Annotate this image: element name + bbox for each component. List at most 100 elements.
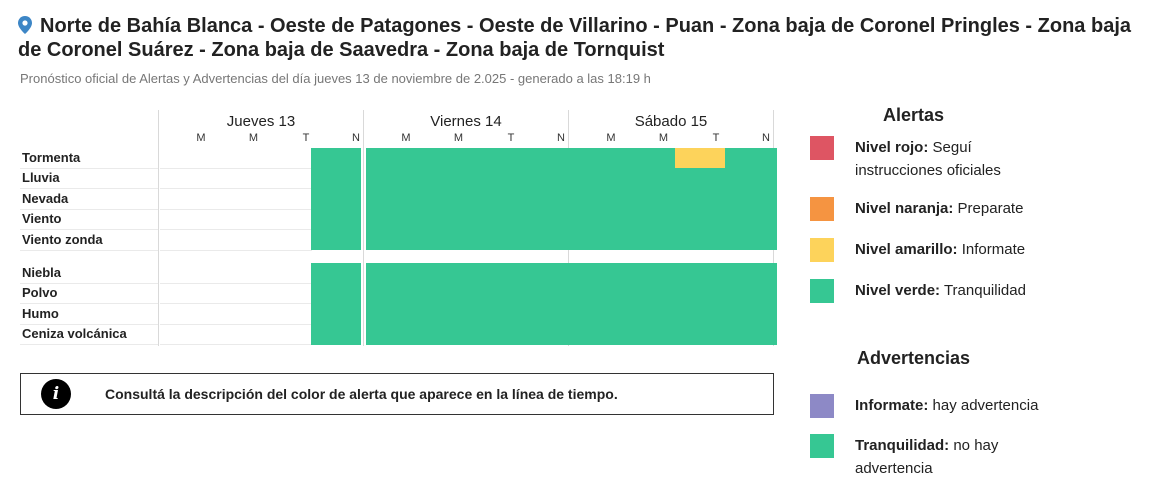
alert-cell[interactable] <box>311 303 361 325</box>
alert-cell[interactable] <box>675 209 725 230</box>
alert-cell[interactable] <box>571 283 620 304</box>
alert-cell[interactable] <box>520 229 572 251</box>
alert-cell[interactable] <box>725 263 777 284</box>
alert-cell[interactable] <box>620 148 675 169</box>
alert-cell[interactable] <box>520 324 572 345</box>
row-divider <box>20 167 158 169</box>
legend-level-name: Nivel verde: <box>855 282 941 299</box>
row-divider <box>160 229 312 231</box>
row-divider <box>20 303 158 305</box>
alert-cell[interactable] <box>675 148 725 169</box>
alert-cell[interactable] <box>571 168 620 189</box>
legend-text: Nivel rojo: Seguí instrucciones oficiale… <box>855 136 1055 182</box>
alert-cell[interactable] <box>675 229 725 251</box>
alert-cell[interactable] <box>470 283 520 304</box>
alert-cell[interactable] <box>311 324 361 345</box>
alert-cell[interactable] <box>725 303 777 325</box>
alert-cell[interactable] <box>675 188 725 210</box>
alert-cell[interactable] <box>415 148 470 169</box>
row-label: Viento zonda <box>22 231 103 247</box>
alert-cell[interactable] <box>366 229 415 251</box>
alert-cell[interactable] <box>470 188 520 210</box>
alert-cell[interactable] <box>571 209 620 230</box>
alert-cell[interactable] <box>366 148 415 169</box>
alert-cell[interactable] <box>470 324 520 345</box>
alert-cell[interactable] <box>620 283 675 304</box>
legend-alertas-title: Alertas <box>883 105 945 125</box>
alert-cell[interactable] <box>470 263 520 284</box>
alert-cell[interactable] <box>311 283 361 304</box>
alert-cell[interactable] <box>571 148 620 169</box>
row-divider <box>160 303 312 305</box>
alert-cell[interactable] <box>725 283 777 304</box>
alert-cell[interactable] <box>470 229 520 251</box>
alert-cell[interactable] <box>311 168 361 189</box>
alert-cell[interactable] <box>415 324 470 345</box>
alert-cell[interactable] <box>725 229 777 251</box>
alert-cell[interactable] <box>620 263 675 284</box>
alert-cell[interactable] <box>415 303 470 325</box>
alert-cell[interactable] <box>415 188 470 210</box>
alert-cell[interactable] <box>366 324 415 345</box>
alert-cell[interactable] <box>470 209 520 230</box>
page-title-text: Norte de Bahía Blanca - Oeste de Patagon… <box>18 15 1131 61</box>
alert-cell[interactable] <box>571 263 620 284</box>
alert-cell[interactable] <box>571 303 620 325</box>
alert-cell[interactable] <box>311 263 361 284</box>
alert-cell[interactable] <box>366 283 415 304</box>
alert-cell[interactable] <box>520 283 572 304</box>
alert-cell[interactable] <box>675 324 725 345</box>
alert-cell[interactable] <box>470 148 520 169</box>
alert-cell[interactable] <box>366 303 415 325</box>
alert-cell[interactable] <box>311 229 361 251</box>
legend-item: Nivel verde: Tranquilidad <box>810 279 1150 303</box>
alert-cell[interactable] <box>725 168 777 189</box>
alert-cell[interactable] <box>520 209 572 230</box>
legend-level-desc: Preparate <box>953 200 1024 217</box>
page-header: Norte de Bahía Blanca - Oeste de Patagon… <box>18 14 1153 62</box>
legend-item: Nivel rojo: Seguí instrucciones oficiale… <box>810 136 1150 182</box>
alert-cell[interactable] <box>620 324 675 345</box>
alert-cell[interactable] <box>675 263 725 284</box>
alert-cell[interactable] <box>415 229 470 251</box>
alert-cell[interactable] <box>675 303 725 325</box>
alert-cell[interactable] <box>366 209 415 230</box>
alert-cell[interactable] <box>725 188 777 210</box>
alert-cell[interactable] <box>415 209 470 230</box>
row-label: Nevada <box>22 190 69 206</box>
alert-cell[interactable] <box>520 188 572 210</box>
alert-cell[interactable] <box>311 148 361 169</box>
alert-cell[interactable] <box>415 168 470 189</box>
alert-cell[interactable] <box>520 303 572 325</box>
location-pin-icon <box>18 16 32 34</box>
alert-cell[interactable] <box>366 168 415 189</box>
alert-cell[interactable] <box>366 263 415 284</box>
alert-cell[interactable] <box>520 148 572 169</box>
alert-cell[interactable] <box>415 283 470 304</box>
row-divider <box>160 282 312 284</box>
alert-cell[interactable] <box>725 324 777 345</box>
alert-cell[interactable] <box>725 148 777 169</box>
alert-cell[interactable] <box>620 303 675 325</box>
alert-cell[interactable] <box>366 188 415 210</box>
alert-cell[interactable] <box>675 283 725 304</box>
alert-cell[interactable] <box>571 324 620 345</box>
alert-cell[interactable] <box>470 303 520 325</box>
alert-cell[interactable] <box>571 229 620 251</box>
alert-cell[interactable] <box>725 209 777 230</box>
alert-cell[interactable] <box>620 188 675 210</box>
alert-cell[interactable] <box>311 188 361 210</box>
alert-cell[interactable] <box>620 168 675 189</box>
alert-cell[interactable] <box>620 229 675 251</box>
alert-cell[interactable] <box>470 168 520 189</box>
alert-cell[interactable] <box>311 209 361 230</box>
alert-cell[interactable] <box>571 188 620 210</box>
alert-cell[interactable] <box>415 263 470 284</box>
row-divider <box>20 208 158 210</box>
alert-cell[interactable] <box>620 209 675 230</box>
legend-level-name: Nivel amarillo: <box>855 241 958 258</box>
alert-cell[interactable] <box>520 263 572 284</box>
alert-cell[interactable] <box>520 168 572 189</box>
slot-label: T <box>302 132 310 144</box>
alert-cell[interactable] <box>675 168 725 189</box>
